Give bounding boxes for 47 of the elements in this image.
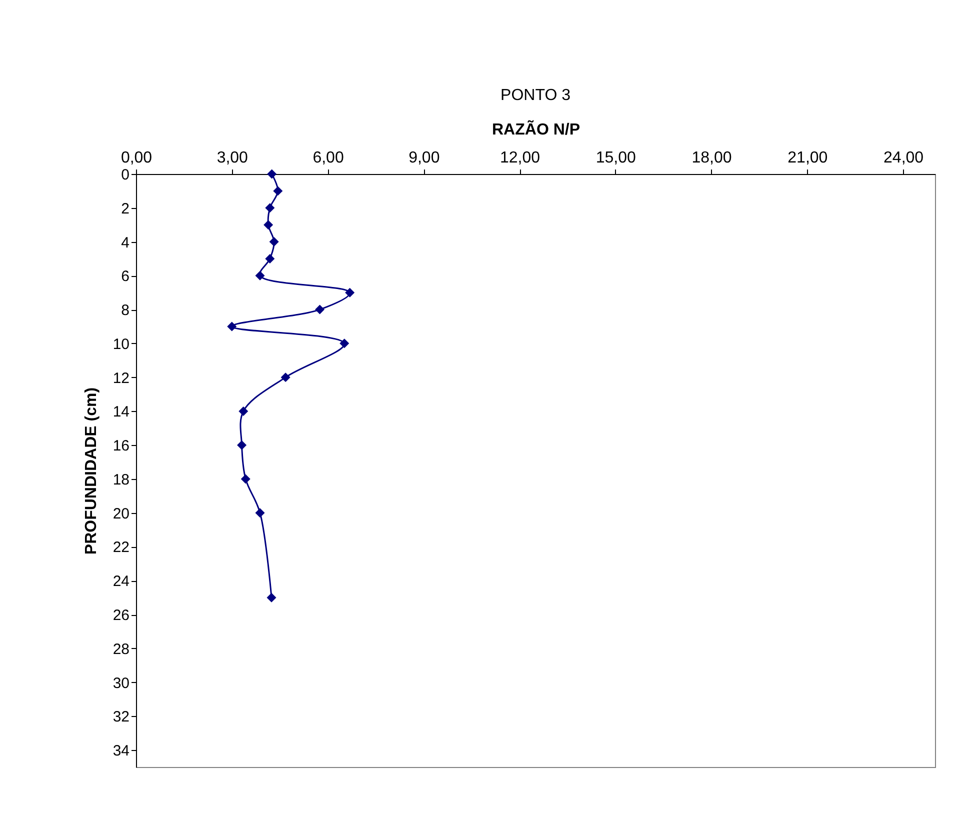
x-tick-label: 15,00 [596, 150, 636, 166]
point [255, 508, 265, 518]
y-tick-label: 6 [121, 268, 130, 286]
x-tick-label: 18,00 [692, 150, 732, 166]
point [265, 254, 275, 264]
point [345, 288, 355, 298]
y-tick-label: 32 [112, 708, 130, 726]
x-tick-label: 0,00 [120, 150, 152, 166]
y-tick-label: 0 [121, 166, 130, 184]
x-tick-label: 6,00 [312, 150, 344, 166]
point [265, 203, 275, 213]
y-tick-label: 22 [112, 539, 130, 556]
point [273, 186, 283, 196]
point [267, 169, 277, 179]
point [240, 474, 250, 484]
chart-title: PONTO 3 [500, 87, 571, 104]
point [340, 338, 350, 348]
y-tick-label: 8 [121, 302, 130, 320]
point [266, 592, 276, 602]
y-tick-label: 14 [112, 404, 130, 421]
y-tick-label: 18 [112, 471, 130, 488]
point [280, 372, 290, 382]
y-tick-label: 28 [112, 640, 130, 658]
x-tick-label: 3,00 [216, 150, 248, 166]
y-tick-label: 20 [112, 505, 130, 522]
y-tick-label: 10 [112, 336, 130, 353]
x-tick-label: 21,00 [788, 150, 828, 166]
y-tick-label: 12 [112, 370, 130, 387]
point [238, 406, 248, 416]
x-tick-label: 24,00 [884, 150, 924, 166]
y-tick-label: 24 [112, 573, 130, 590]
y-tick-label: 34 [112, 742, 130, 760]
y-tick-label: 2 [121, 200, 130, 218]
point [255, 270, 265, 280]
x-axis-title: RAZÃO N/P [492, 120, 580, 138]
point [264, 220, 274, 230]
y-tick-label: 4 [121, 234, 130, 252]
y-tick-label: 26 [112, 607, 130, 624]
point [269, 237, 279, 247]
x-tick-label: 12,00 [500, 150, 540, 166]
point [237, 440, 247, 450]
y-tick-label: 30 [112, 674, 130, 692]
x-tick-label: 9,00 [408, 150, 440, 166]
y-axis-title: PROFUNDIDADE (cm) [82, 387, 100, 555]
point [315, 304, 325, 314]
y-tick-label: 16 [112, 438, 130, 455]
point [227, 322, 237, 332]
